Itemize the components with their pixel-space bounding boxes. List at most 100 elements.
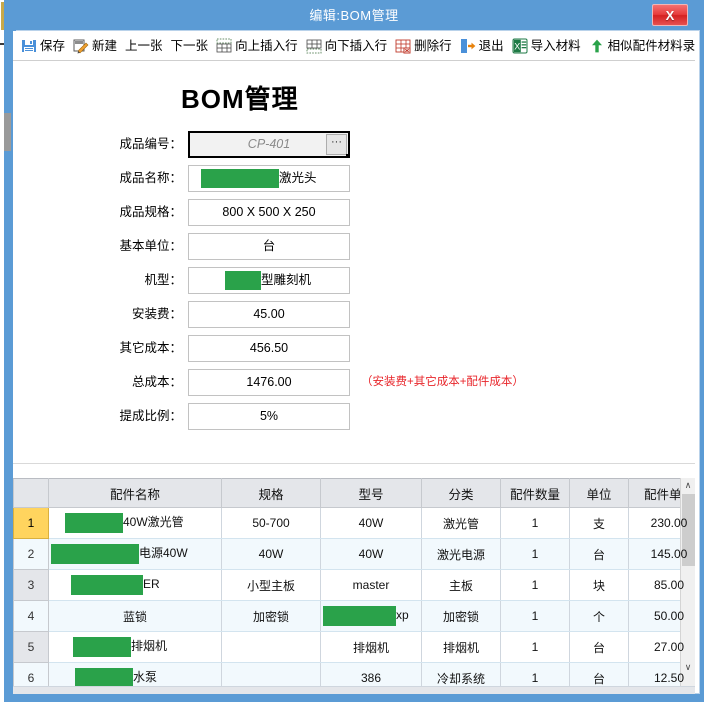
cell-spec[interactable]: 50-700 [221,507,321,539]
toolbar-button-previous[interactable]: 上一张 [122,33,166,59]
cell-qty[interactable]: 1 [500,507,570,539]
form-field-input[interactable]: 45.00 [188,301,350,328]
cell-qty[interactable]: 1 [500,600,570,632]
form-row: 机型： 型雕刻机 [13,267,695,294]
row-header[interactable]: 5 [13,631,49,663]
cell-text: 230.00 [650,516,688,530]
form-field-input[interactable]: 5% [188,403,350,430]
toolbar-button-insert-row-above[interactable]: 向上插入行 [213,33,301,59]
toolbar-button-label: 向上插入行 [235,38,298,53]
toolbar-button-new-document[interactable]: 新建 [70,33,120,59]
form-field-input[interactable]: 型雕刻机 [188,267,350,294]
cell-cat[interactable]: 激光管 [421,507,501,539]
browse-button[interactable]: ··· [326,134,347,155]
cell-qty[interactable]: 1 [500,631,570,663]
cell-cat[interactable]: 激光电源 [421,538,501,570]
cell-cat[interactable]: 排烟机 [421,631,501,663]
form-field-input[interactable]: 激光头 [188,165,350,192]
cell-text: 支 [592,516,605,531]
cell-spec[interactable]: 40W [221,538,321,570]
toolbar-button-exit[interactable]: 退出 [457,33,507,59]
form-field-input[interactable]: 456.50 [188,335,350,362]
table-row[interactable]: 5 排烟机 排烟机 排烟机 1 台 27.00 [13,631,695,663]
row-header[interactable]: 3 [13,569,49,601]
toolbar-button-next[interactable]: 下一张 [168,33,212,59]
redaction-block [65,513,123,533]
cell-unit[interactable]: 支 [569,507,629,539]
column-header-unit[interactable]: 单位 [569,478,629,508]
redaction-block [75,668,133,688]
grid-vertical-scrollbar[interactable]: ∧ ∨ [680,478,695,694]
grid-top-padding [13,464,695,478]
table-row[interactable]: 4 蓝锁 加密锁 xp 加密锁 1 个 50.00 [13,600,695,632]
form-field-input[interactable]: 1476.00 [188,369,350,396]
exit-icon [460,38,476,54]
focus-handle[interactable] [346,154,348,156]
cell-model[interactable]: xp [320,600,422,632]
toolbar-button-delete-row[interactable]: 删除行 [392,33,455,59]
cell-qty[interactable]: 1 [500,569,570,601]
form-field-value: 456.50 [249,341,289,355]
background-window-line [0,43,5,45]
toolbar-button-import-excel[interactable]: X 导入材料 [509,33,584,59]
column-header-qty[interactable]: 配件数量 [500,478,570,508]
form-field-input[interactable]: CP-401 ··· [188,131,350,158]
form-field-label: 成品编号： [119,137,182,151]
cell-text: 2 [27,547,35,561]
cell-spec[interactable] [221,631,321,663]
form-field-label: 成品名称： [119,171,182,185]
toolbar-button-label: 相似配件材料录入 [607,38,695,53]
cell-unit[interactable]: 台 [569,631,629,663]
scroll-up-icon[interactable]: ∧ [681,478,695,493]
cell-unit[interactable]: 块 [569,569,629,601]
scroll-down-icon[interactable]: ∨ [681,660,695,675]
column-header-cat[interactable]: 分类 [421,478,501,508]
form-field-input[interactable]: 800 X 500 X 250 [188,199,350,226]
cell-text: 1 [531,547,539,561]
row-header[interactable]: 2 [13,538,49,570]
cell-spec[interactable]: 小型主板 [221,569,321,601]
toolbar-button-insert-row-below[interactable]: 向下插入行 [303,33,391,59]
cell-text: 加密锁 [252,609,289,624]
table-row[interactable]: 3 ER 小型主板 master 主板 1 块 85.00 [13,569,695,601]
cell-name[interactable]: 蓝锁 [48,600,222,632]
close-button[interactable]: X [652,4,688,26]
cell-name[interactable]: 40W激光管 [48,507,222,539]
toolbar-button-up-arrow[interactable]: 相似配件材料录入 [586,33,695,59]
background-scrollbar-thumb[interactable] [4,113,11,151]
toolbar-button-label: 上一张 [125,38,163,53]
row-header[interactable]: 4 [13,600,49,632]
table-row[interactable]: 1 40W激光管 50-700 40W 激光管 1 支 230.00 [13,507,695,539]
form-field-input[interactable]: 台 [188,233,350,260]
cell-text: 小型主板 [246,578,295,593]
column-header-model[interactable]: 型号 [320,478,422,508]
cell-unit[interactable]: 台 [569,538,629,570]
column-header-name[interactable]: 配件名称 [48,478,222,508]
cell-qty[interactable]: 1 [500,538,570,570]
cell-model[interactable]: 40W [320,538,422,570]
title-bar[interactable]: 编辑:BOM管理 X [12,2,696,30]
scrollbar-thumb[interactable] [682,494,695,566]
cell-model[interactable]: 40W [320,507,422,539]
form-row: 成品名称： 激光头 [13,165,695,192]
svg-text:X: X [514,41,520,51]
cell-model[interactable]: master [320,569,422,601]
toolbar-button-save[interactable]: 保存 [18,33,68,59]
cell-cat[interactable]: 加密锁 [421,600,501,632]
row-header[interactable]: 1 [13,507,49,539]
cell-name[interactable]: ER [48,569,222,601]
cell-spec[interactable]: 加密锁 [221,600,321,632]
cell-name[interactable]: 排烟机 [48,631,222,663]
cell-model[interactable]: 排烟机 [320,631,422,663]
page-title: BOM管理 [181,84,299,114]
form-row: 安装费： 45.00 [13,301,695,328]
cell-cat[interactable]: 主板 [421,569,501,601]
cell-name[interactable]: 电源40W [48,538,222,570]
column-header-spec[interactable]: 规格 [221,478,321,508]
table-row[interactable]: 2 电源40W 40W 40W 激光电源 1 台 145.00 [13,538,695,570]
cell-unit[interactable]: 个 [569,600,629,632]
column-header-idx[interactable] [13,478,49,508]
cell-text: ER [143,577,160,591]
